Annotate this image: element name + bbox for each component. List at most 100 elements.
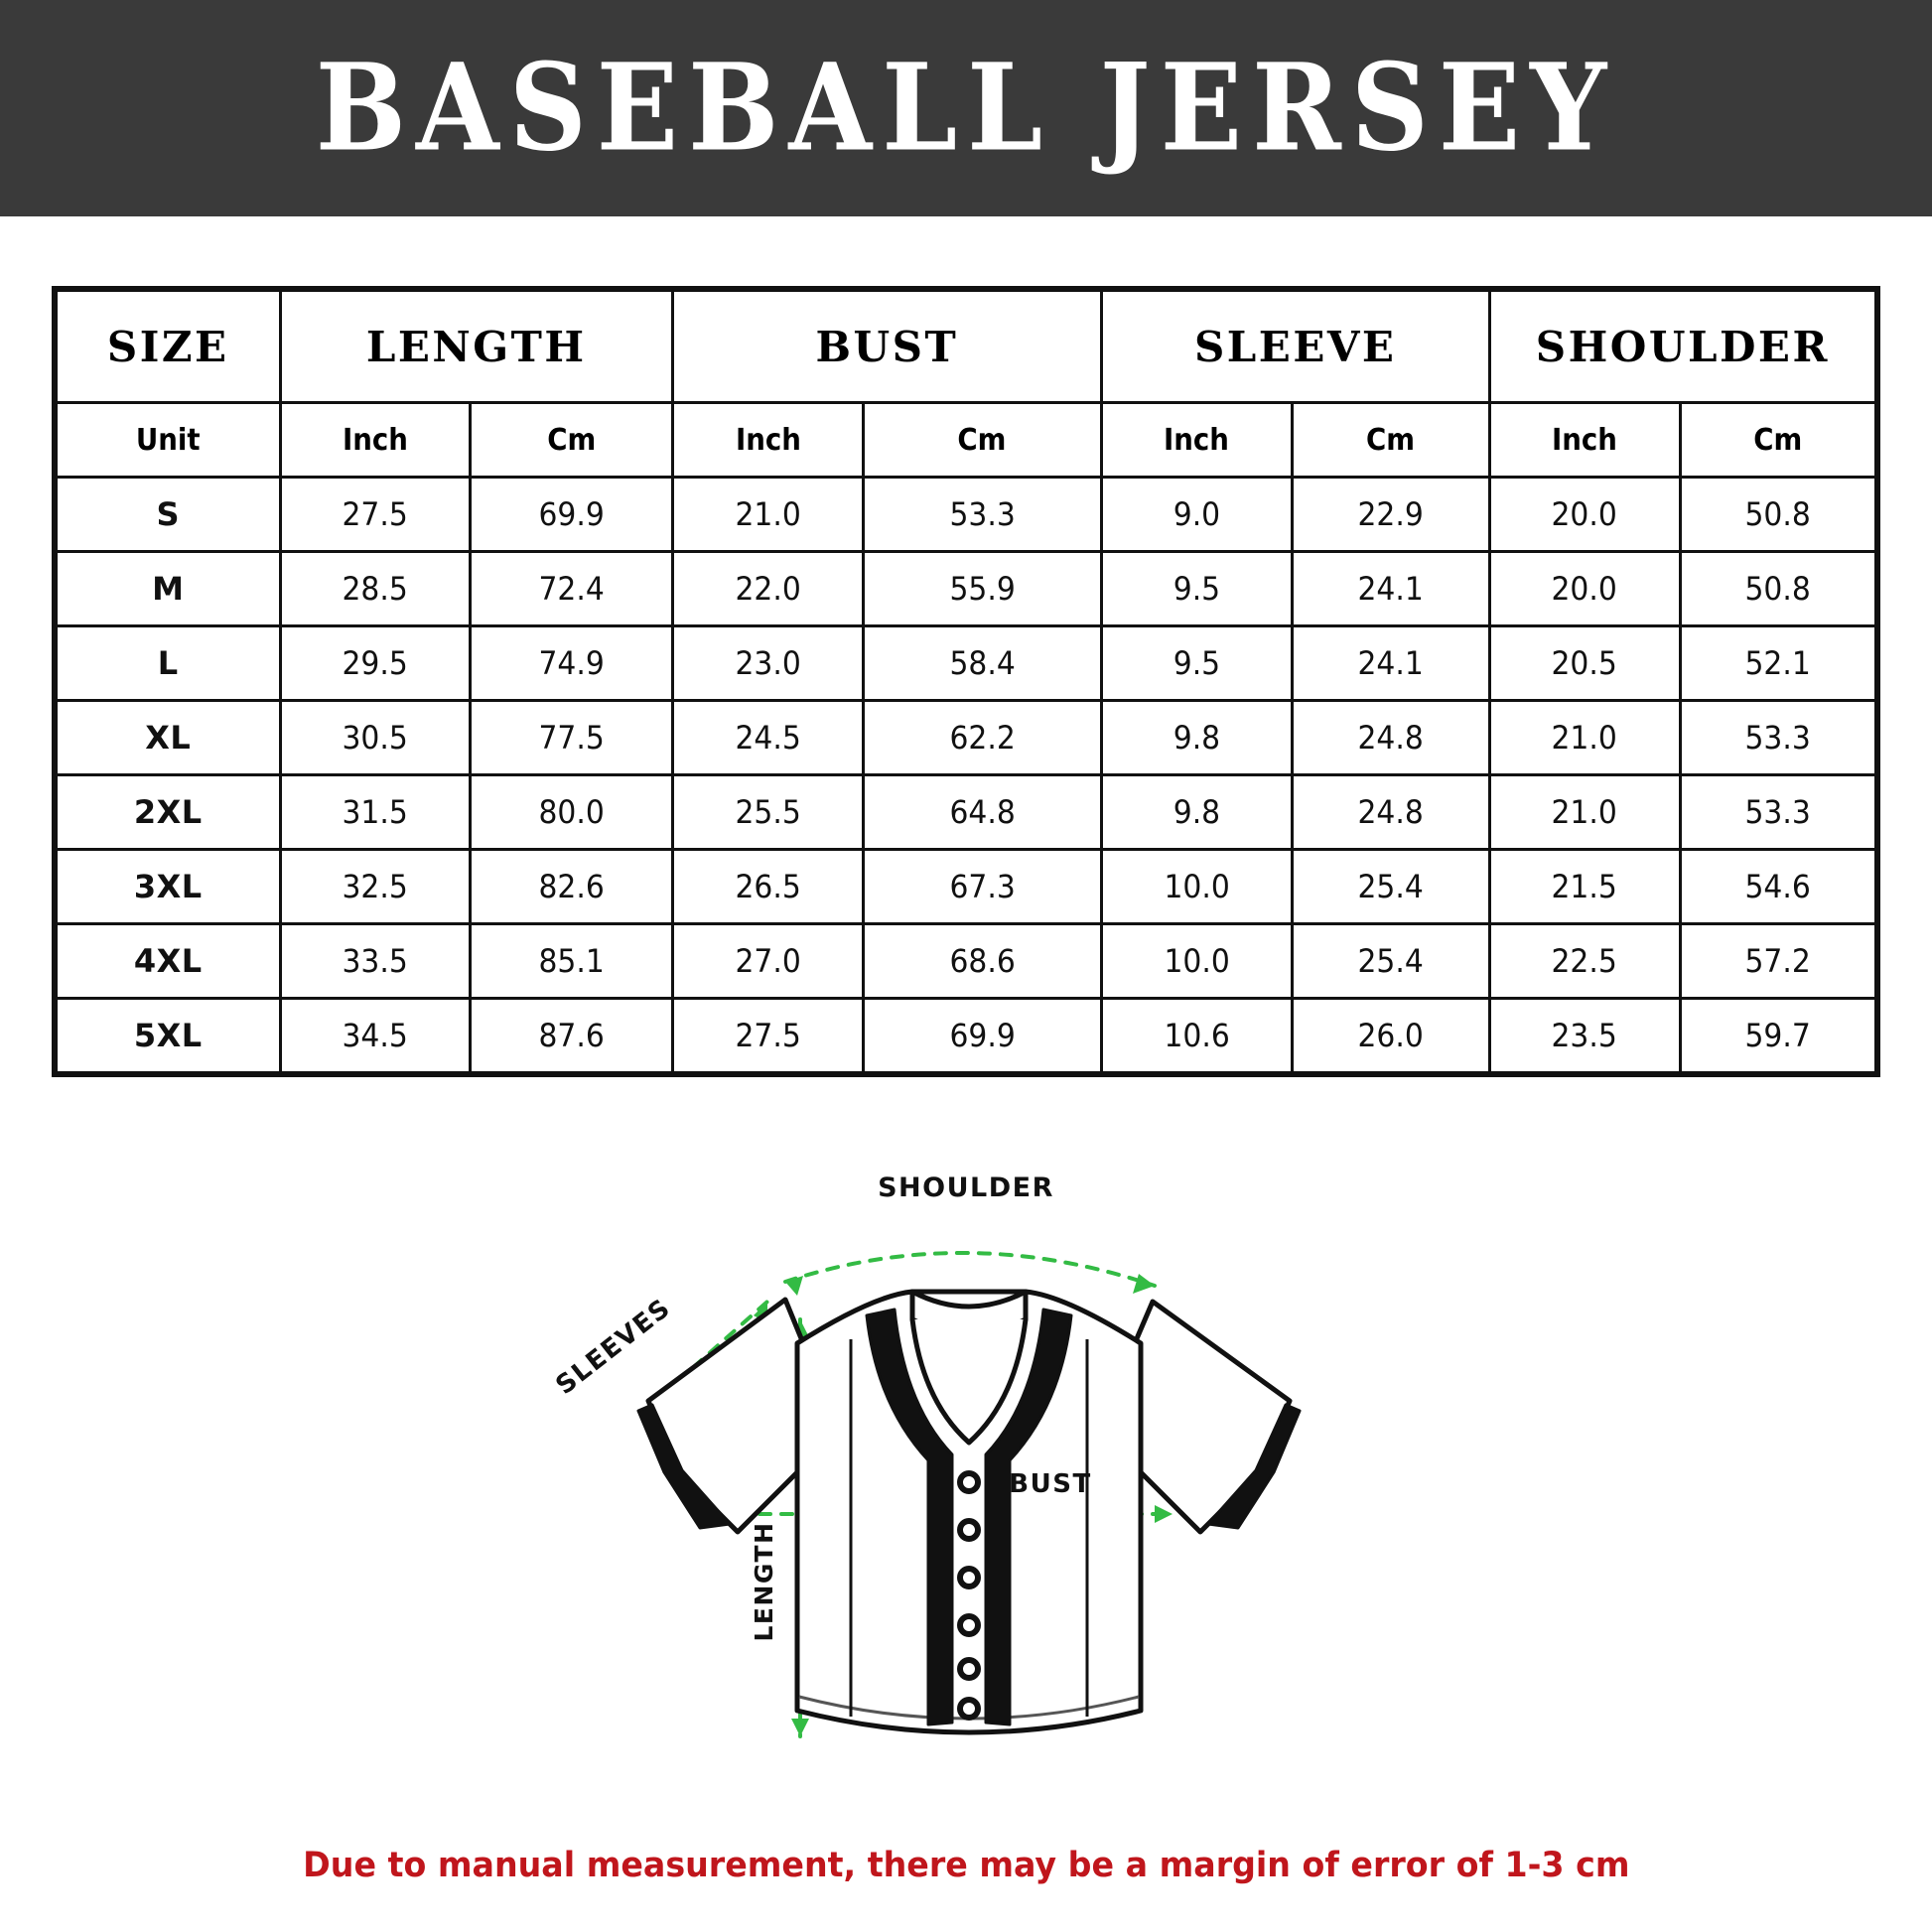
- value-shoulder-inch: 20.0: [1551, 495, 1618, 533]
- page-title: BASEBALL JERSEY: [315, 38, 1617, 179]
- cell-length-cm: 77.5: [469, 699, 674, 776]
- value-sleeve-inch: 9.0: [1173, 495, 1220, 533]
- cell-sleeve-inch: 10.0: [1099, 922, 1294, 1000]
- value-bust-cm: 68.6: [949, 942, 1016, 980]
- value-bust-inch: 23.0: [735, 644, 801, 682]
- cell-shoulder-cm: 50.8: [1678, 550, 1879, 627]
- table-row: XL 30.5 77.5 24.5 62.2 9.8 24.8 21.0 53.…: [53, 699, 1879, 776]
- cell-length-cm: 82.6: [469, 848, 674, 925]
- value-sleeve-inch: 9.8: [1173, 719, 1220, 757]
- jersey-right-cuff-stripe: [1206, 1403, 1302, 1530]
- value-length-inch: 28.5: [342, 570, 409, 608]
- cell-length-cm: 80.0: [469, 773, 674, 851]
- value-length-cm: 77.5: [538, 719, 605, 757]
- cell-length-inch: 30.5: [278, 699, 473, 776]
- value-shoulder-cm: 50.8: [1744, 570, 1811, 608]
- cell-sleeve-cm: 24.1: [1290, 624, 1491, 702]
- cell-shoulder-cm: 57.2: [1678, 922, 1879, 1000]
- unit-shoulder-cm: Cm: [1686, 401, 1871, 479]
- value-shoulder-cm: 54.6: [1744, 868, 1811, 905]
- jersey-button: [957, 1518, 981, 1542]
- jersey-button: [957, 1697, 981, 1721]
- cell-shoulder-cm: 53.3: [1678, 699, 1879, 776]
- jersey-illustration: [636, 1289, 1302, 1735]
- cell-length-inch: 33.5: [278, 922, 473, 1000]
- cell-bust-cm: 62.2: [861, 699, 1103, 776]
- shoulder-guide-arrow-left: [785, 1276, 803, 1296]
- unit-length-inch: Inch: [286, 401, 465, 479]
- value-length-inch: 34.5: [342, 1017, 409, 1054]
- value-length-inch: 31.5: [342, 793, 409, 831]
- cell-shoulder-inch: 23.5: [1487, 997, 1682, 1076]
- cell-sleeve-cm: 25.4: [1290, 848, 1491, 925]
- cell-size: 2XL: [53, 773, 282, 851]
- value-length-cm: 74.9: [538, 644, 605, 682]
- value-bust-inch: 26.5: [735, 868, 801, 905]
- cell-size: XL: [53, 699, 282, 776]
- cell-bust-cm: 58.4: [861, 624, 1103, 702]
- cell-bust-inch: 21.0: [671, 476, 865, 553]
- value-bust-cm: 69.9: [949, 1017, 1016, 1054]
- value-shoulder-inch: 20.0: [1551, 570, 1618, 608]
- cell-shoulder-cm: 52.1: [1678, 624, 1879, 702]
- value-shoulder-cm: 50.8: [1744, 495, 1811, 533]
- value-length-inch: 30.5: [342, 719, 409, 757]
- value-shoulder-inch: 22.5: [1551, 942, 1618, 980]
- value-bust-inch: 22.0: [735, 570, 801, 608]
- jersey-left-cuff-stripe: [636, 1403, 732, 1530]
- value-bust-inch: 24.5: [735, 719, 801, 757]
- jersey-button-group: [957, 1470, 981, 1721]
- cell-size: 4XL: [53, 922, 282, 1000]
- jersey-button: [957, 1566, 981, 1589]
- cell-length-inch: 34.5: [278, 997, 473, 1076]
- cell-size: 5XL: [53, 997, 282, 1076]
- cell-length-inch: 31.5: [278, 773, 473, 851]
- cell-size: M: [53, 550, 282, 627]
- jersey-left-sleeve: [645, 1297, 806, 1535]
- cell-shoulder-cm: 54.6: [1678, 848, 1879, 925]
- value-sleeve-cm: 24.8: [1357, 719, 1424, 757]
- cell-shoulder-inch: 21.0: [1487, 699, 1682, 776]
- value-length-cm: 69.9: [538, 495, 605, 533]
- cell-bust-cm: 67.3: [861, 848, 1103, 925]
- value-bust-inch: 21.0: [735, 495, 801, 533]
- cell-sleeve-cm: 24.8: [1290, 699, 1491, 776]
- cell-bust-cm: 53.3: [861, 476, 1103, 553]
- size-chart-table-wrapper: SIZE LENGTH BUST SLEEVE SHOULDER Unit In…: [0, 216, 1932, 1077]
- shoulder-guide-line: [783, 1251, 1157, 1288]
- cell-shoulder-inch: 20.0: [1487, 476, 1682, 553]
- size-chart-table: SIZE LENGTH BUST SLEEVE SHOULDER Unit In…: [52, 286, 1880, 1077]
- cell-bust-inch: 27.5: [671, 997, 865, 1076]
- cell-size: S: [53, 476, 282, 553]
- value-sleeve-inch: 9.5: [1173, 570, 1220, 608]
- group-header-length: LENGTH: [278, 287, 674, 404]
- length-guide-arrow-bottom: [791, 1719, 809, 1736]
- value-shoulder-cm: 53.3: [1744, 719, 1811, 757]
- cell-size: L: [53, 624, 282, 702]
- cell-sleeve-inch: 9.5: [1099, 550, 1294, 627]
- value-sleeve-cm: 25.4: [1357, 942, 1424, 980]
- label-sleeves: SLEEVES: [550, 1293, 676, 1401]
- unit-shoulder-inch: Inch: [1495, 401, 1674, 479]
- disclaimer-text: Due to manual measurement, there may be …: [302, 1846, 1630, 1885]
- table-body: S 27.5 69.9 21.0 53.3 9.0 22.9 20.0 50.8…: [53, 476, 1879, 1076]
- table-row: 4XL 33.5 85.1 27.0 68.6 10.0 25.4 22.5 5…: [53, 922, 1879, 1000]
- cell-shoulder-cm: 50.8: [1678, 476, 1879, 553]
- value-shoulder-cm: 52.1: [1744, 644, 1811, 682]
- shoulder-guide-arrow-right: [1133, 1274, 1155, 1294]
- cell-sleeve-inch: 9.8: [1099, 773, 1294, 851]
- cell-sleeve-inch: 9.8: [1099, 699, 1294, 776]
- cell-bust-cm: 55.9: [861, 550, 1103, 627]
- jersey-button: [957, 1657, 981, 1681]
- value-sleeve-cm: 26.0: [1357, 1017, 1424, 1054]
- value-sleeve-inch: 9.5: [1173, 644, 1220, 682]
- value-bust-cm: 58.4: [949, 644, 1016, 682]
- unit-bust-inch: Inch: [678, 401, 858, 479]
- value-shoulder-inch: 23.5: [1551, 1017, 1618, 1054]
- table-group-header-row: SIZE LENGTH BUST SLEEVE SHOULDER: [53, 287, 1879, 404]
- jersey-diagram-area: SHOULDER SLEEVES BUST LENGTH: [0, 1145, 1932, 1840]
- jersey-torso: [794, 1289, 1144, 1735]
- cell-shoulder-inch: 20.0: [1487, 550, 1682, 627]
- cell-sleeve-inch: 10.0: [1099, 848, 1294, 925]
- value-length-cm: 82.6: [538, 868, 605, 905]
